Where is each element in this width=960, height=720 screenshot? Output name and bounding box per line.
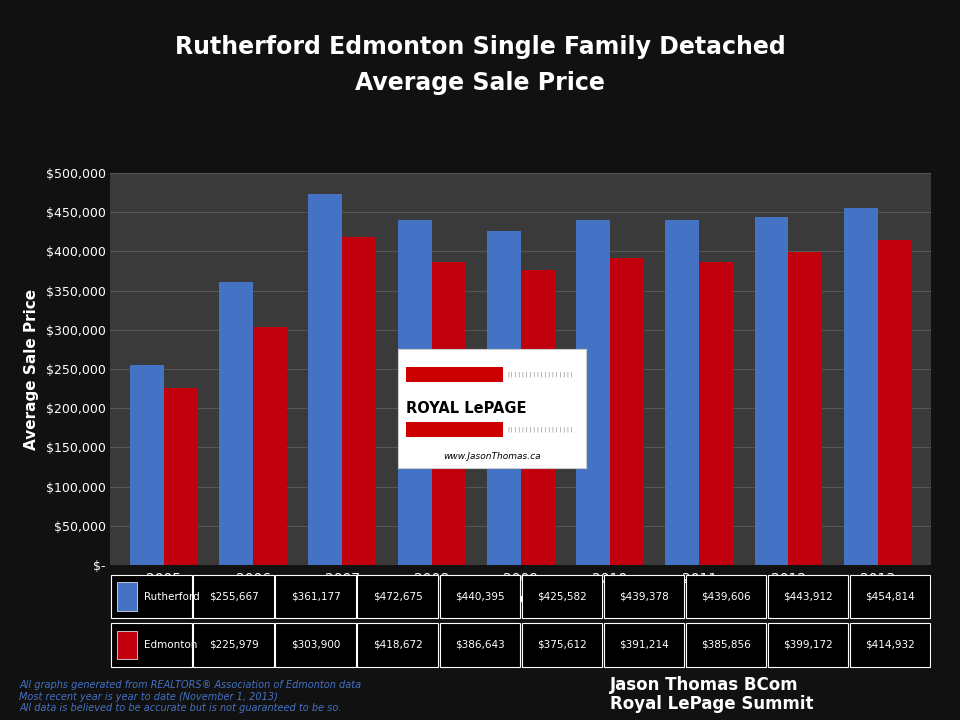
Text: Most recent year is year to date (November 1, 2013): Most recent year is year to date (Novemb…: [19, 692, 278, 702]
Bar: [432, 262, 466, 565]
Bar: [768, 575, 849, 618]
Text: Rutherford Edmonton Single Family Detached: Rutherford Edmonton Single Family Detach…: [175, 35, 785, 59]
Bar: [117, 631, 137, 659]
Bar: [604, 575, 684, 618]
Bar: [699, 262, 733, 565]
Bar: [219, 282, 253, 565]
Bar: [193, 624, 274, 667]
Bar: [117, 582, 137, 611]
Bar: [343, 237, 376, 565]
X-axis label: Edmonton: Edmonton: [481, 592, 561, 606]
Bar: [111, 624, 192, 667]
Bar: [685, 575, 766, 618]
Text: Edmonton: Edmonton: [144, 640, 198, 650]
Bar: [276, 624, 356, 667]
Text: $440,395: $440,395: [455, 592, 505, 602]
Bar: [357, 575, 438, 618]
Bar: [520, 271, 555, 565]
Text: $361,177: $361,177: [291, 592, 341, 602]
Bar: [610, 258, 644, 565]
Text: $443,912: $443,912: [783, 592, 833, 602]
Bar: [253, 327, 287, 565]
Text: ROYAL LePAGE: ROYAL LePAGE: [406, 401, 526, 416]
Bar: [111, 575, 192, 618]
Text: ||||||||||||||||||: ||||||||||||||||||: [506, 427, 573, 432]
Text: $225,979: $225,979: [208, 640, 258, 650]
Text: $439,606: $439,606: [701, 592, 751, 602]
Text: $386,643: $386,643: [455, 640, 505, 650]
Bar: [406, 422, 503, 437]
Bar: [604, 624, 684, 667]
Text: Average Sale Price: Average Sale Price: [355, 71, 605, 95]
Text: $391,214: $391,214: [619, 640, 669, 650]
Text: Rutherford: Rutherford: [144, 592, 200, 602]
Text: Royal LePage Summit: Royal LePage Summit: [610, 696, 813, 713]
Bar: [276, 575, 356, 618]
Text: All graphs generated from REALTORS® Association of Edmonton data: All graphs generated from REALTORS® Asso…: [19, 680, 361, 690]
Text: $399,172: $399,172: [783, 640, 833, 650]
Text: www.JasonThomas.ca: www.JasonThomas.ca: [444, 451, 540, 461]
Bar: [487, 231, 520, 565]
Text: ||||||||||||||||||: ||||||||||||||||||: [506, 372, 573, 377]
Y-axis label: Average Sale Price: Average Sale Price: [24, 289, 38, 449]
Text: Jason Thomas BCom: Jason Thomas BCom: [610, 677, 798, 694]
Bar: [850, 624, 930, 667]
Bar: [850, 575, 930, 618]
Text: $425,582: $425,582: [537, 592, 587, 602]
Text: All data is believed to be accurate but is not guaranteed to be so.: All data is believed to be accurate but …: [19, 703, 342, 714]
Bar: [685, 624, 766, 667]
Bar: [440, 624, 520, 667]
Bar: [406, 367, 503, 382]
Bar: [440, 575, 520, 618]
Bar: [164, 388, 198, 565]
Bar: [193, 575, 274, 618]
Text: $303,900: $303,900: [291, 640, 340, 650]
Text: $375,612: $375,612: [537, 640, 587, 650]
Bar: [397, 220, 432, 565]
Bar: [877, 240, 912, 565]
Bar: [130, 364, 164, 565]
Text: $255,667: $255,667: [208, 592, 258, 602]
Bar: [844, 208, 877, 565]
Text: $385,856: $385,856: [701, 640, 751, 650]
Bar: [576, 220, 610, 565]
Bar: [788, 252, 823, 565]
Bar: [357, 624, 438, 667]
Bar: [755, 217, 788, 565]
Text: $414,932: $414,932: [865, 640, 915, 650]
Text: $472,675: $472,675: [372, 592, 422, 602]
Text: $454,814: $454,814: [865, 592, 915, 602]
Text: $439,378: $439,378: [619, 592, 669, 602]
Bar: [665, 220, 699, 565]
Bar: [768, 624, 849, 667]
Bar: [521, 575, 602, 618]
Bar: [521, 624, 602, 667]
Bar: [308, 194, 343, 565]
Text: $418,672: $418,672: [372, 640, 422, 650]
